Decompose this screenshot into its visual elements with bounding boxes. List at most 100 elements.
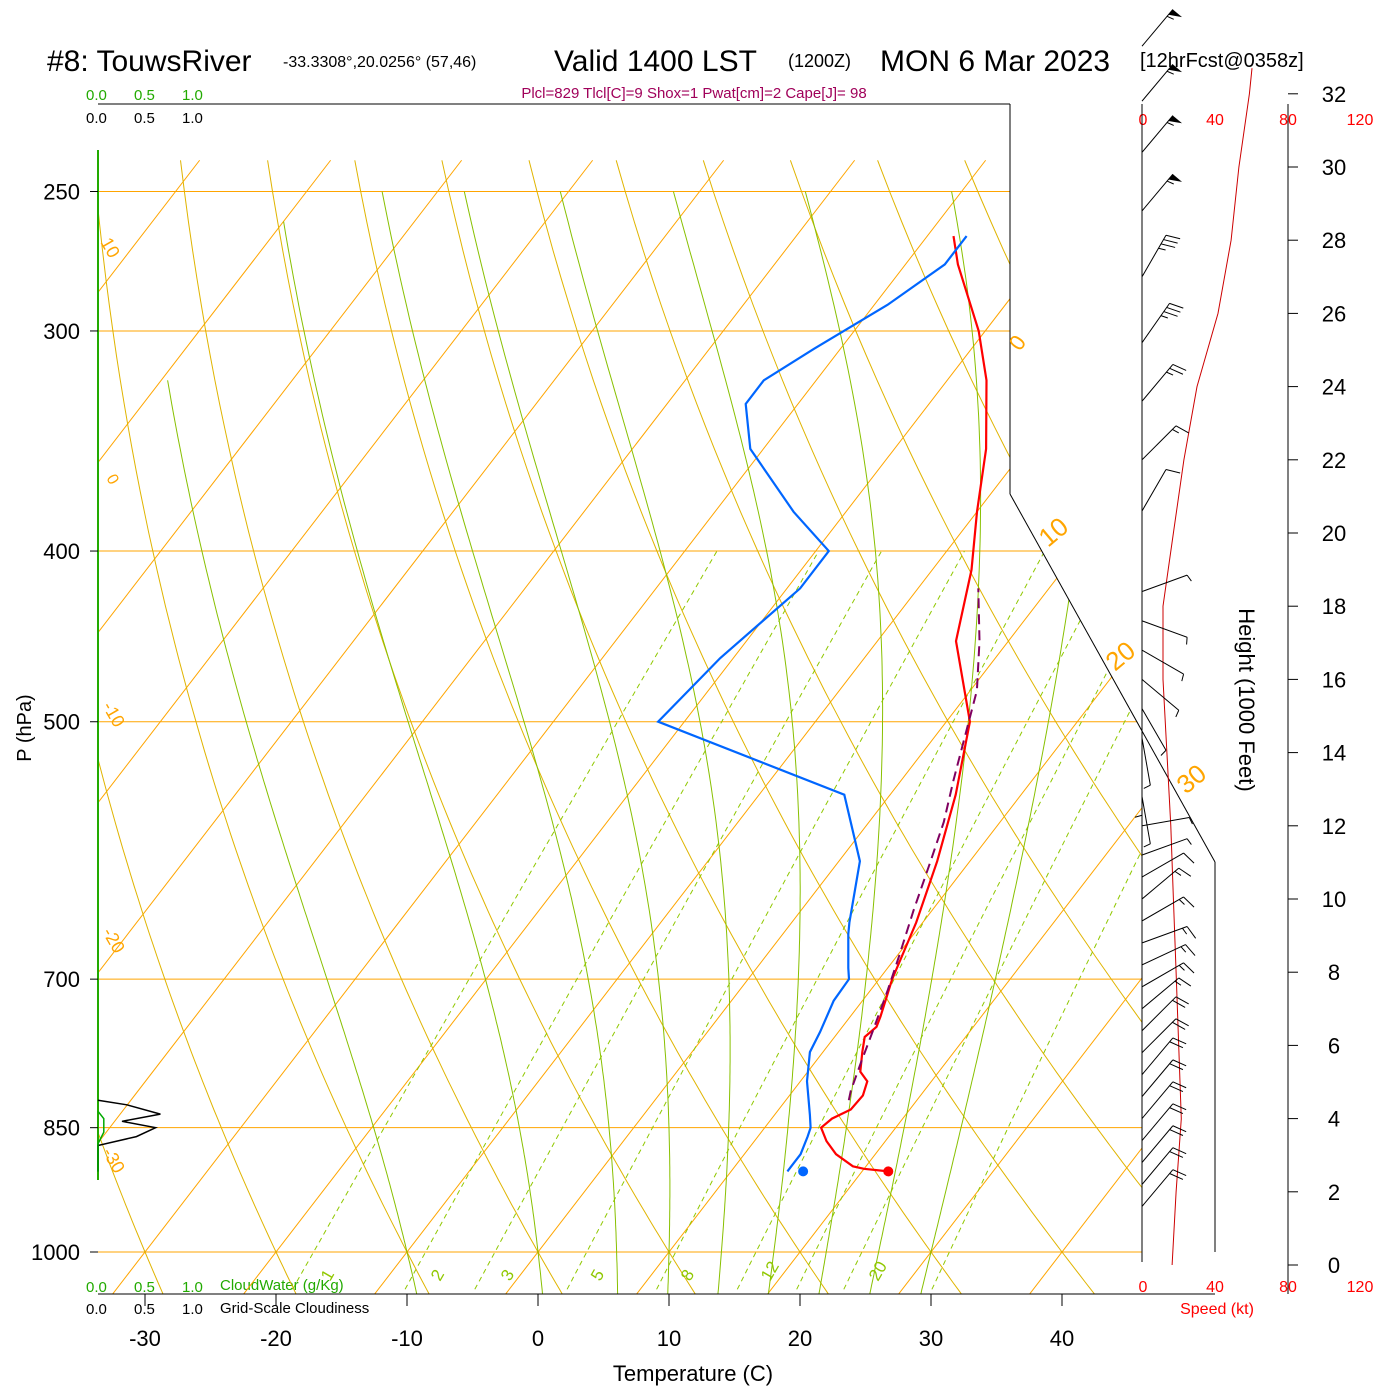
- wind-barb-feather: [1172, 1037, 1187, 1045]
- isotherm-line: [612, 159, 1142, 1294]
- moist-adiabat: [559, 191, 731, 1294]
- cloudiness-tick: 0.0: [86, 110, 107, 127]
- forecast-info: [12hrFcst@0358z]: [1140, 50, 1304, 72]
- mixing-ratio-line: [566, 550, 965, 1290]
- wind-barb-staff: [1141, 574, 1188, 593]
- wind-barb-feather: [1172, 1103, 1187, 1111]
- x-tick-label: 10: [657, 1326, 681, 1351]
- wind-barb: [1141, 737, 1151, 789]
- wind-barb-half: [1166, 180, 1174, 185]
- wind-barb-flag: [1168, 174, 1183, 182]
- height-tick-label: 32: [1322, 82, 1346, 107]
- wind-barb-half: [1181, 673, 1185, 682]
- moist-adiabat: [463, 191, 671, 1294]
- mixing-ratio-label: 5: [587, 1266, 608, 1284]
- wind-barb-staff: [1141, 679, 1180, 711]
- x-tick-label: 40: [1050, 1326, 1074, 1351]
- wind-barb: [1141, 838, 1192, 856]
- wind-barb-feather: [1163, 311, 1178, 317]
- wind-barb-half: [1178, 964, 1185, 971]
- mixing-ratio-line: [474, 550, 883, 1290]
- height-tick-label: 18: [1322, 594, 1346, 619]
- speed-tick: 120: [1347, 112, 1374, 129]
- wind-barb-staff: [1141, 737, 1151, 786]
- wind-barb-staff: [1141, 1037, 1174, 1076]
- isotherm-line: [743, 159, 1142, 1294]
- p-tick-label: 500: [43, 710, 80, 735]
- mixing-ratio-line: [736, 550, 1118, 1290]
- speed-tick: 120: [1347, 1279, 1374, 1296]
- stability-indices: Plcl=829 Tlcl[C]=9 Shox=1 Pwat[cm]=2 Cap…: [521, 85, 866, 102]
- wind-barb-feather: [1172, 364, 1187, 371]
- wind-barb-half: [1174, 980, 1182, 986]
- wind-barb-feather: [1178, 867, 1192, 877]
- thermo-grid: 1 2 3 5 8 12 20: [98, 159, 1142, 1294]
- height-tick-label: 6: [1328, 1033, 1340, 1058]
- moist-adiabat: [862, 191, 982, 1294]
- mixing-ratio-line: [931, 550, 1142, 1290]
- wind-barb-staff: [1141, 896, 1184, 922]
- wind-speed-trace: [1162, 68, 1253, 1266]
- wind-barb-staff: [1141, 649, 1184, 675]
- wind-barb: [1141, 679, 1180, 718]
- cloudiness-trace: [97, 1099, 161, 1172]
- sounding-traces: [656, 235, 988, 1177]
- moist-adiabat: [804, 191, 884, 1294]
- axis-ticks: -30 -20 -10 0 10 20 30 402503004005007008501000…: [31, 82, 1346, 1351]
- valid-date: MON 6 Mar 2023: [880, 45, 1110, 78]
- surface-temperature-dot: [883, 1166, 894, 1177]
- wind-barb-half: [1186, 637, 1188, 645]
- wind-barb-feather: [1172, 1125, 1187, 1133]
- cloudiness-tick: 1.0: [182, 1301, 203, 1318]
- p-tick-label: 700: [43, 967, 80, 992]
- wind-barb-feather: [1172, 1081, 1187, 1089]
- wind-barb-feather: [1172, 1021, 1186, 1030]
- mixing-ratio-label: 2: [427, 1266, 448, 1284]
- temperature-trace: [819, 235, 988, 1173]
- cloudiness-tick: 0.5: [134, 1301, 155, 1318]
- dry-adiabat: [615, 160, 1142, 1294]
- wind-barb-feather: [1183, 896, 1195, 908]
- wind-barb: [1141, 1103, 1187, 1141]
- wind-barb-staff: [1141, 469, 1167, 512]
- height-tick-label: 14: [1322, 741, 1346, 766]
- wind-barb-staff: [1141, 64, 1174, 102]
- height-axis-label: Height (1000 Feet): [1234, 608, 1259, 791]
- y-axis-label: P (hPa): [14, 694, 36, 761]
- wind-barb: [1141, 9, 1183, 47]
- height-tick-label: 0: [1328, 1253, 1340, 1278]
- p-tick-label: 850: [43, 1116, 80, 1141]
- station-title: #8: TouwsRiver: [47, 45, 252, 78]
- adiabat-label: -10: [99, 698, 129, 731]
- wind-barb: [1141, 1059, 1187, 1097]
- wind-barb: [1141, 364, 1187, 402]
- wind-barb: [1141, 962, 1195, 988]
- wind-barb-half: [1166, 15, 1174, 20]
- dry-adiabat: [180, 160, 582, 1294]
- dewpoint-trace: [656, 235, 968, 1173]
- valid-time: Valid 1400 LST: [554, 45, 757, 78]
- adiabat-label: 0: [103, 472, 122, 488]
- frame-diagonal: [1009, 493, 1216, 863]
- height-tick-label: 10: [1322, 887, 1346, 912]
- cloudwater-tick: 1.0: [182, 87, 203, 104]
- wind-barb-feather: [1185, 944, 1196, 956]
- p-tick-label: 1000: [31, 1240, 80, 1265]
- wind-barb-staff: [1141, 234, 1167, 278]
- wind-barb-half: [1166, 122, 1174, 126]
- wind-barb-half: [1143, 784, 1151, 789]
- x-axis-label: Temperature (C): [613, 1361, 773, 1386]
- wind-barb: [1141, 977, 1192, 1010]
- wind-barb-feather: [1169, 1063, 1184, 1071]
- wind-barb-half: [1166, 371, 1174, 376]
- x-tick-label: 20: [788, 1326, 812, 1351]
- wind-barb: [1141, 796, 1151, 848]
- cloudiness-tick: 0.5: [134, 110, 155, 127]
- wind-barb: [1141, 1018, 1189, 1054]
- isotherm-line: [1136, 159, 1142, 1294]
- isotherm-line: [219, 159, 1118, 1294]
- moist-adiabat: [283, 221, 546, 1294]
- wind-barb-staff: [1141, 1147, 1174, 1185]
- wind-barb-half: [1172, 428, 1180, 434]
